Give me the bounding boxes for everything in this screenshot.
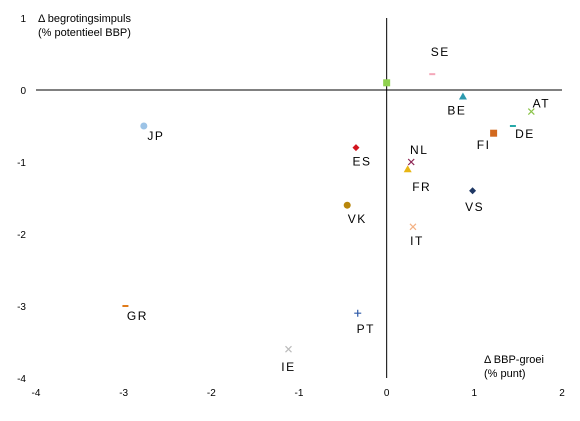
point-nl (407, 158, 415, 166)
point-label-at: AT (533, 97, 550, 111)
x-tick-label: -2 (207, 388, 216, 399)
point-ie (285, 345, 292, 353)
y-tick-label: -4 (17, 374, 26, 385)
point-label-jp: JP (147, 129, 164, 143)
y-tick-label: 1 (20, 14, 26, 25)
point-label-ie: IE (281, 360, 295, 374)
point-gr (122, 305, 129, 307)
point-label-es: ES (352, 155, 371, 169)
x-tick-label: -1 (295, 388, 304, 399)
x-tick-label: -4 (32, 388, 41, 399)
data-labels: SE BE AT DE FI JP ES NL FR VS VK IT GR PT IE (127, 45, 550, 374)
point-label-it: IT (410, 234, 424, 248)
x-axis-subtitle: (% punt) (484, 368, 526, 380)
x-tick-label: 0 (384, 388, 390, 399)
y-tick-label: -1 (17, 158, 26, 169)
point-fi (490, 129, 498, 137)
point-label-pt: PT (357, 322, 375, 336)
point-marker-1 (383, 79, 391, 87)
y-tick-label: -2 (17, 230, 26, 241)
point-vk (343, 201, 351, 209)
point-label-se: SE (431, 45, 450, 59)
y-tick-labels: 1 0 -1 -2 -3 -4 (17, 14, 26, 385)
point-label-vs: VS (465, 200, 484, 214)
point-vs (469, 187, 477, 195)
point-fr (403, 165, 412, 173)
x-axis-title: Δ BBP-groei (484, 354, 544, 366)
point-label-vk: VK (348, 212, 367, 226)
point-label-gr: GR (127, 309, 148, 323)
data-points (122, 73, 535, 353)
point-jp (140, 122, 148, 130)
point-be (458, 92, 467, 100)
point-label-de: DE (515, 127, 535, 141)
x-tick-labels: -4 -3 -2 -1 0 1 2 (32, 388, 566, 399)
point-es (352, 144, 360, 152)
y-axis-subtitle: (% potentieel BBP) (38, 27, 131, 39)
x-tick-label: 1 (472, 388, 478, 399)
x-tick-label: -3 (119, 388, 128, 399)
y-tick-label: 0 (20, 86, 26, 97)
point-se (429, 73, 436, 76)
y-axis-title: Δ begrotingsimpuls (38, 13, 131, 25)
point-de (509, 125, 516, 127)
x-tick-label: 2 (559, 388, 565, 399)
point-label-be: BE (447, 103, 466, 117)
point-label-fr: FR (412, 180, 431, 194)
point-it (409, 223, 417, 231)
y-tick-label: -3 (17, 302, 26, 313)
point-at (527, 108, 535, 116)
point-label-fi: FI (477, 138, 491, 152)
point-label-nl: NL (410, 143, 428, 157)
point-pt (354, 309, 362, 317)
